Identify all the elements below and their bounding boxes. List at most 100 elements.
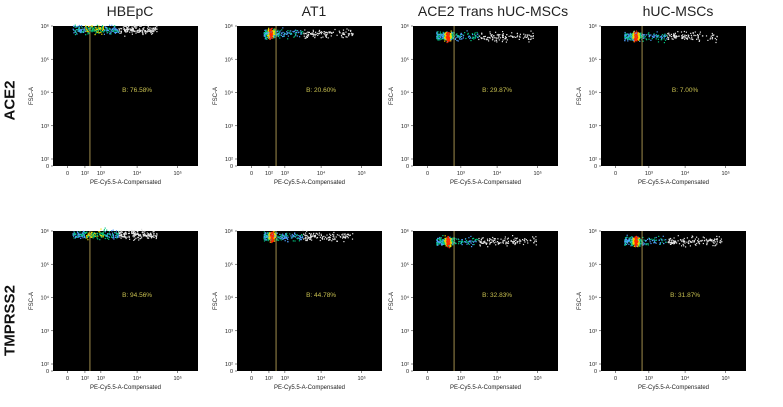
event-dot (91, 29, 93, 31)
event-dot (502, 242, 504, 244)
event-dot (120, 234, 122, 236)
event-dot (629, 35, 631, 37)
event-dot (81, 235, 84, 237)
event-dot (628, 243, 630, 245)
event-dot (114, 32, 116, 34)
event-dot (310, 233, 312, 235)
event-dot (526, 35, 528, 37)
event-dot (142, 28, 145, 30)
y-tick-label: 10⁵ (41, 56, 49, 63)
event-dot (340, 34, 343, 37)
event-dot (137, 31, 139, 33)
event-dot (510, 239, 512, 242)
event-dot (682, 239, 685, 241)
event-dot (686, 38, 688, 40)
event-dot (322, 36, 324, 38)
event-dot (470, 240, 472, 242)
event-dot (634, 34, 636, 36)
event-dot (692, 32, 694, 34)
event-dot (90, 30, 92, 32)
event-dot (498, 242, 500, 244)
event-dot (125, 233, 127, 235)
event-dot (491, 241, 493, 243)
event-dot (640, 239, 642, 241)
event-dot (323, 235, 325, 237)
event-dot (269, 38, 271, 40)
event-dot (307, 31, 309, 33)
event-dot (80, 25, 82, 27)
event-dot (483, 242, 485, 244)
event-dot (269, 241, 271, 243)
event-dot (442, 34, 445, 36)
event-dot (108, 28, 110, 30)
event-dot (332, 31, 334, 33)
event-dot (677, 31, 679, 33)
event-dot (321, 238, 324, 240)
event-dot (311, 33, 313, 35)
event-dot (627, 40, 629, 42)
event-dot (104, 26, 106, 28)
event-dot (624, 34, 626, 36)
event-dot (315, 33, 317, 36)
event-dot (294, 240, 296, 242)
event-dot (637, 240, 639, 242)
event-dot (95, 233, 97, 235)
event-dot (464, 238, 467, 240)
event-dot (681, 245, 683, 247)
event-dot (632, 239, 634, 242)
x-tick-label: 10⁴ (133, 170, 142, 177)
event-dot (638, 38, 640, 40)
event-dot (478, 237, 480, 240)
plot-background (413, 26, 558, 166)
event-dot (274, 233, 277, 235)
event-dot (109, 234, 111, 236)
event-dot (693, 241, 695, 243)
event-dot (668, 37, 670, 39)
event-dot (263, 234, 265, 236)
event-dot (636, 31, 638, 33)
event-dot (527, 37, 529, 39)
event-dot (472, 238, 474, 240)
event-dot (79, 31, 81, 33)
event-dot (627, 36, 629, 38)
event-dot (491, 36, 494, 38)
event-dot (504, 238, 506, 240)
event-dot (643, 34, 645, 36)
event-dot (721, 241, 723, 243)
event-dot (677, 235, 679, 237)
event-dot (126, 27, 129, 29)
event-dot (73, 234, 75, 236)
event-dot (466, 243, 468, 245)
event-dot (99, 28, 102, 30)
event-dot (437, 244, 439, 246)
event-dot (628, 34, 630, 36)
event-dot (644, 240, 646, 242)
event-dot (633, 239, 635, 241)
event-dot (144, 31, 146, 33)
event-dot (636, 35, 638, 37)
event-dot (443, 36, 445, 38)
event-dot (460, 32, 462, 34)
event-dot (272, 29, 274, 32)
event-dot (99, 239, 101, 241)
event-dot (635, 34, 637, 36)
event-dot (310, 237, 312, 239)
event-dot (492, 239, 494, 241)
y-tick-label: 0 (230, 369, 233, 375)
event-dot (113, 238, 115, 240)
event-dot (642, 244, 645, 246)
event-dot (705, 238, 707, 240)
event-dot (461, 241, 463, 243)
event-dot (685, 246, 687, 248)
event-dot (475, 240, 477, 242)
event-dot (150, 30, 152, 32)
event-dot (455, 243, 457, 245)
y-tick-label: 10² (41, 157, 49, 163)
event-dot (345, 31, 347, 33)
event-dot (467, 36, 470, 38)
event-dot (495, 31, 497, 33)
event-dot (445, 240, 447, 242)
event-dot (474, 32, 476, 34)
event-dot (273, 240, 275, 242)
